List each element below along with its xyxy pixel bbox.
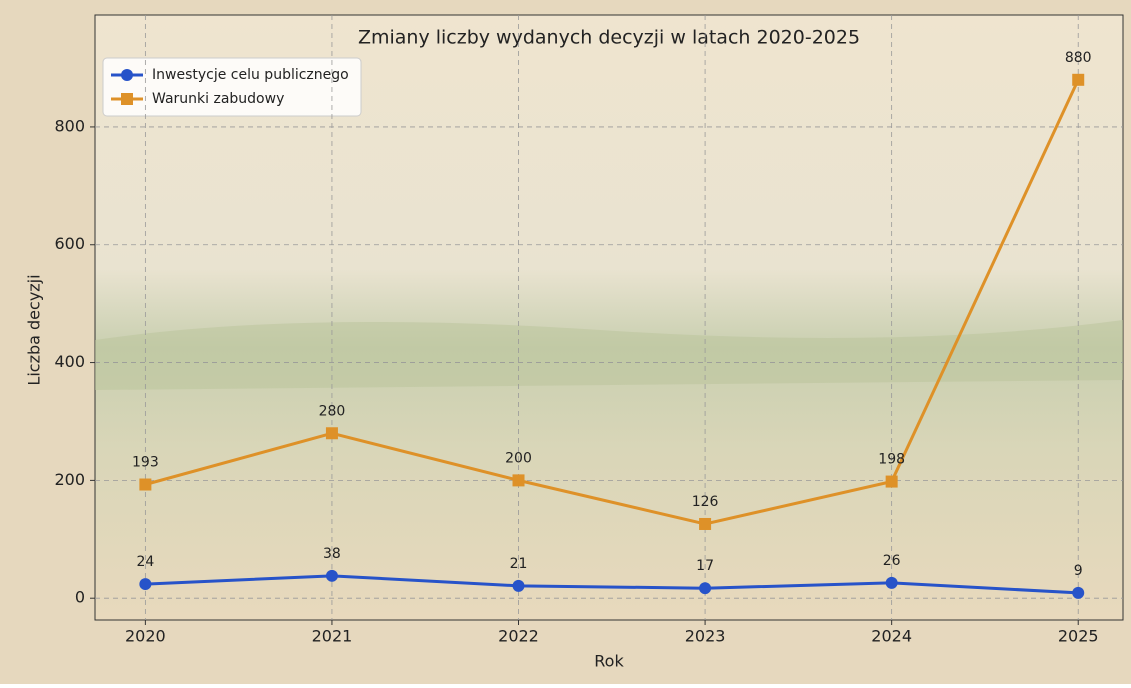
chart: Zmiany liczby wydanych decyzji w latach … <box>0 0 1131 684</box>
x-tick-label: 2024 <box>871 627 912 646</box>
x-axis-label: Rok <box>594 652 624 671</box>
point <box>886 577 898 589</box>
point <box>326 570 338 582</box>
point <box>1072 74 1084 86</box>
point <box>1072 587 1084 599</box>
point <box>326 427 338 439</box>
y-axis-label: Liczba decyzji <box>25 274 44 385</box>
data-label: 198 <box>878 452 905 468</box>
data-label: 21 <box>510 556 528 572</box>
data-label: 26 <box>883 553 901 569</box>
point <box>139 479 151 491</box>
legend-marker <box>121 69 133 81</box>
point <box>513 474 525 486</box>
data-label: 193 <box>132 455 159 471</box>
y-tick-label: 400 <box>54 352 85 371</box>
legend-marker <box>121 93 133 105</box>
point <box>886 476 898 488</box>
data-label: 880 <box>1065 50 1092 66</box>
chart-title: Zmiany liczby wydanych decyzji w latach … <box>358 27 860 49</box>
data-label: 280 <box>319 403 346 419</box>
point <box>139 578 151 590</box>
y-tick-label: 800 <box>54 116 85 135</box>
point <box>513 580 525 592</box>
data-label: 38 <box>323 546 341 562</box>
x-tick-label: 2022 <box>498 627 539 646</box>
x-tick-label: 2020 <box>125 627 166 646</box>
legend-label: Inwestycje celu publicznego <box>152 67 349 83</box>
y-tick-label: 600 <box>54 234 85 253</box>
data-label: 126 <box>692 494 719 510</box>
data-label: 200 <box>505 450 532 466</box>
y-tick-label: 0 <box>75 588 85 607</box>
x-tick-label: 2023 <box>685 627 726 646</box>
data-label: 17 <box>696 558 714 574</box>
point <box>699 518 711 530</box>
point <box>699 582 711 594</box>
data-label: 24 <box>136 554 154 570</box>
data-label: 9 <box>1074 563 1083 579</box>
y-tick-label: 200 <box>54 470 85 489</box>
legend-label: Warunki zabudowy <box>152 91 284 107</box>
x-tick-label: 2021 <box>312 627 353 646</box>
x-tick-label: 2025 <box>1058 627 1099 646</box>
